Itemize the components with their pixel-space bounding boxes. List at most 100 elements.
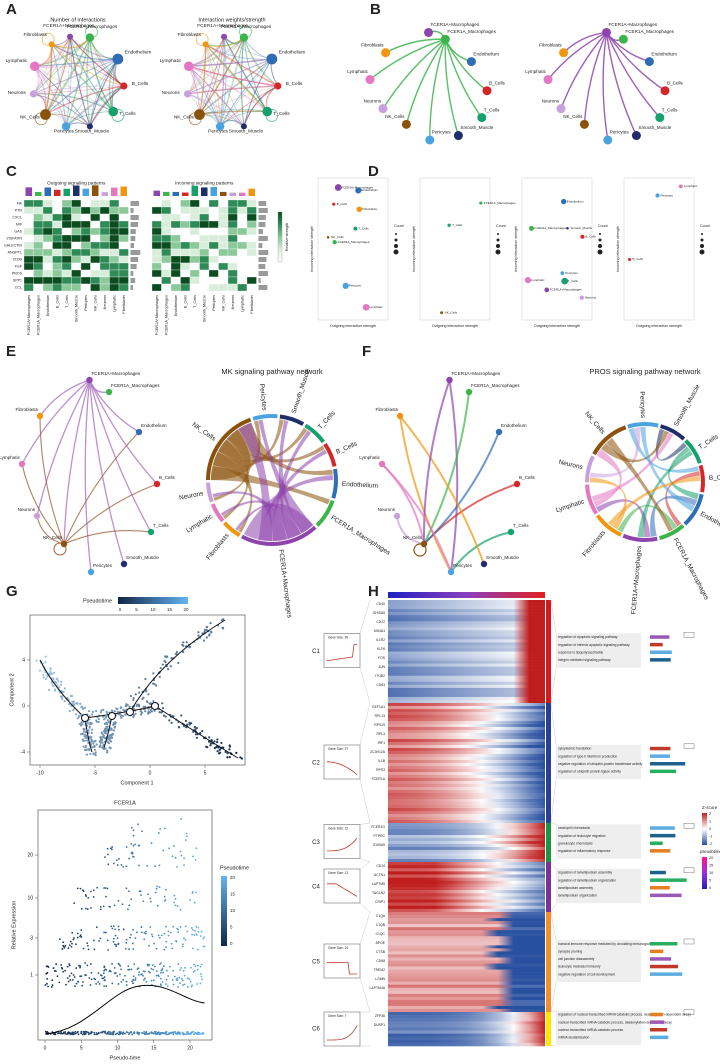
node	[655, 113, 665, 123]
x-axis-label: Outgoing interaction strength	[432, 324, 478, 328]
cell-point	[90, 736, 93, 739]
cell-point	[178, 976, 181, 979]
legend-tick: 0	[709, 827, 711, 831]
go-term: regulation of intrinsic apoptotic signal…	[558, 643, 630, 647]
heatmap-cell	[33, 220, 44, 229]
heatmap-cell	[33, 199, 44, 208]
column-bar	[163, 191, 170, 196]
column-label: B_Cells	[183, 295, 187, 308]
cell-point	[138, 1033, 140, 1036]
heatmap-cell	[208, 227, 219, 236]
heatmap-cell	[208, 199, 219, 208]
panel-letter: G	[6, 583, 18, 600]
heatmap-cell	[99, 262, 110, 271]
panel-title: Interaction weights/strength	[198, 17, 265, 23]
cell-point	[143, 970, 146, 973]
heatmap-cell	[151, 276, 162, 285]
chord-sector	[698, 464, 705, 493]
node-label: Fibroblasts	[16, 407, 39, 412]
heatmap-cell	[246, 283, 257, 292]
panel-letter: B	[370, 1, 381, 18]
sector-label: T_Cells	[317, 409, 338, 431]
self-loop	[413, 543, 427, 557]
legend-key	[394, 238, 398, 242]
cell-point	[161, 663, 164, 666]
node-label: FCER1A+Macrophages	[197, 23, 248, 29]
cell-point	[182, 1032, 185, 1035]
sector-label: FCER1A+Macrophages	[277, 549, 293, 619]
gene-label: CRIP1	[375, 900, 385, 904]
node-label: Pericytes	[432, 130, 452, 135]
chord-ribbon	[606, 437, 674, 532]
edge	[187, 85, 278, 95]
sector-label: B_Cells	[335, 440, 359, 456]
cell-point	[209, 744, 212, 747]
node	[603, 135, 613, 145]
edge	[423, 431, 500, 545]
heatmap-cell	[227, 248, 238, 257]
cell-point	[67, 1031, 69, 1034]
cell-point	[79, 887, 82, 890]
cell-point	[128, 968, 131, 971]
edge	[21, 379, 90, 465]
cell-point	[58, 981, 61, 984]
heatmap-cell	[170, 262, 181, 271]
cell-point	[199, 965, 202, 968]
heatmap-row	[388, 951, 545, 955]
cell-point	[140, 711, 144, 714]
enrichment-bar	[650, 833, 676, 838]
cell-point	[106, 749, 109, 752]
heatmap-cell	[208, 283, 219, 292]
heatmap-cell	[118, 262, 129, 271]
node	[86, 376, 93, 384]
heatmap-cell	[118, 248, 129, 257]
heatmap-row	[388, 880, 545, 885]
edge	[205, 43, 268, 113]
heatmap-row	[388, 612, 545, 616]
cell-point	[217, 752, 221, 755]
cell-point	[93, 748, 96, 751]
heatmap-row	[388, 981, 545, 986]
edge	[33, 37, 91, 95]
cell-point	[195, 726, 198, 730]
heatmap-row	[388, 856, 545, 860]
node	[112, 53, 124, 65]
node	[579, 119, 589, 129]
cell-point	[99, 905, 102, 908]
point-label: Lymphatic	[684, 184, 698, 188]
sector-label: FCER1A_Macrophages	[672, 537, 711, 602]
edge	[65, 36, 71, 127]
cell-point	[86, 739, 89, 742]
sector-label: FCER1A+Macrophages	[630, 545, 643, 615]
node	[60, 540, 68, 548]
cell-point	[216, 741, 219, 744]
cell-point	[113, 710, 117, 713]
cell-point	[202, 937, 205, 940]
point	[560, 271, 565, 275]
cluster-label: C6	[312, 1027, 320, 1033]
heatmap-cell	[227, 276, 238, 285]
edge	[444, 38, 472, 63]
chord-sector	[315, 499, 335, 527]
cell-point	[179, 926, 182, 928]
edge	[205, 43, 272, 60]
edge	[199, 36, 225, 115]
column-label: Pericytes	[212, 295, 216, 311]
column-label: NK_Cells	[221, 295, 225, 311]
column-label: Lymphatic	[112, 295, 116, 312]
node-label: Neurons	[18, 507, 36, 512]
cell-point	[64, 945, 67, 947]
cell-point	[80, 929, 83, 931]
cell-point	[117, 943, 120, 946]
cell-point	[182, 970, 185, 972]
cell-point	[182, 984, 184, 986]
cell-point	[56, 975, 59, 978]
trend-line	[326, 837, 358, 852]
heatmap-cell	[33, 255, 44, 264]
heatmap-cell	[61, 199, 72, 208]
chord-ribbon	[235, 503, 314, 534]
point	[356, 206, 363, 213]
cell-point	[107, 1031, 110, 1033]
cell-point	[131, 980, 133, 983]
cell-point	[61, 1032, 64, 1035]
